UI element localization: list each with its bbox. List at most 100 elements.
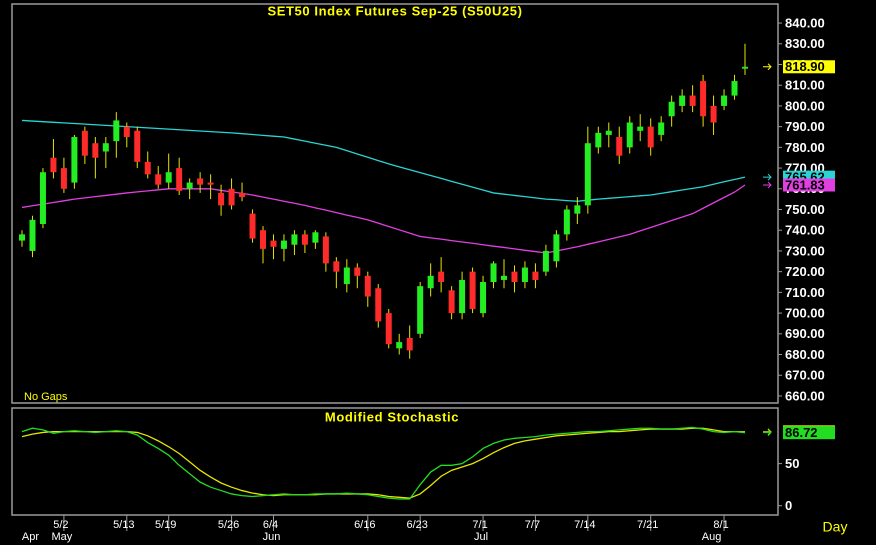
last-value-box xyxy=(783,178,835,192)
candle-body xyxy=(364,275,371,297)
candle-body xyxy=(542,250,549,272)
period-label: Day xyxy=(823,519,848,535)
candle-body xyxy=(532,271,539,280)
candle-body xyxy=(92,143,99,158)
note: No Gaps xyxy=(24,391,68,403)
candle-body xyxy=(333,261,340,272)
candle-body xyxy=(521,267,528,283)
price-panel xyxy=(11,3,779,404)
candle-body xyxy=(626,122,633,148)
line xyxy=(21,184,746,254)
x-tick-label: 6/23 xyxy=(406,519,427,531)
candle-body xyxy=(354,267,361,276)
candle-body xyxy=(385,313,392,345)
y-tick-label: 740.00 xyxy=(785,223,825,238)
candle-body xyxy=(480,282,487,314)
candle-body xyxy=(260,230,266,249)
candle-body xyxy=(60,168,67,189)
last-price-label: 818.90 xyxy=(785,59,825,74)
candle-body xyxy=(459,279,466,314)
candle-body xyxy=(427,275,434,289)
candle-body xyxy=(689,95,696,106)
candle-body xyxy=(396,342,403,349)
candle-body xyxy=(616,137,623,156)
candle-body xyxy=(417,286,424,334)
candle-body xyxy=(438,271,445,283)
panel-title: Modified Stochastic xyxy=(325,409,459,424)
stochastic-panel xyxy=(11,407,779,516)
candle-body xyxy=(700,81,707,117)
y-tick-label: 690.00 xyxy=(785,326,825,341)
y-tick-label: 780.00 xyxy=(785,140,825,155)
x-tick-label: 8/1 xyxy=(713,519,728,531)
candle-body xyxy=(29,219,36,251)
candle-body xyxy=(228,188,235,206)
candle-body xyxy=(71,137,78,183)
x-tick-label: 7/7 xyxy=(525,519,540,531)
candle-body xyxy=(81,130,88,156)
candle-body xyxy=(375,288,382,322)
candle-body xyxy=(563,209,570,235)
x-tick-label: 7/14 xyxy=(574,519,595,531)
candle-body xyxy=(501,275,507,280)
y-tick-label: 790.00 xyxy=(785,119,825,134)
candle-body xyxy=(165,172,172,183)
y-tick-label: 680.00 xyxy=(785,347,825,362)
candle-body xyxy=(679,95,686,106)
y-tick-label: 730.00 xyxy=(785,243,825,258)
candle-body xyxy=(197,178,204,185)
last-value-box xyxy=(783,426,835,440)
candle-body xyxy=(291,234,298,245)
candle-body xyxy=(605,130,612,135)
candle-body xyxy=(721,95,728,106)
month-label: Jul xyxy=(474,531,488,543)
candle-body xyxy=(595,132,602,148)
y-tick-label: 0 xyxy=(785,498,792,513)
candle-body xyxy=(658,122,665,135)
last-value-label: 761.83 xyxy=(785,177,825,192)
candle-body xyxy=(186,182,193,189)
line xyxy=(21,426,746,500)
x-tick-label: 6/16 xyxy=(354,519,375,531)
candle-body xyxy=(710,105,717,123)
x-tick-label: 5/26 xyxy=(218,519,239,531)
last-arrow xyxy=(763,173,772,181)
candle-body xyxy=(19,234,25,241)
x-tick-label: 7/1 xyxy=(472,519,487,531)
y-tick-label: 50 xyxy=(785,456,799,471)
x-tick-label: 5/2 xyxy=(53,519,68,531)
candle-body xyxy=(113,120,120,142)
candle-body xyxy=(207,182,214,185)
candle-body xyxy=(218,192,225,206)
candle-body xyxy=(322,236,329,264)
candle-body xyxy=(155,174,162,185)
chart-title: SET50 Index Futures Sep-25 (S50U25) xyxy=(267,3,522,18)
candle-body xyxy=(647,126,654,148)
last-value-label: 86.72 xyxy=(785,425,818,440)
last-price-box xyxy=(783,60,835,74)
candle-body xyxy=(731,81,738,96)
month-label: Apr xyxy=(22,531,39,543)
y-tick-label: 710.00 xyxy=(785,285,825,300)
month-label: May xyxy=(52,531,73,543)
y-tick-label: 830.00 xyxy=(785,36,825,51)
candle-body xyxy=(249,213,256,239)
last-arrow xyxy=(763,63,772,71)
x-tick-label: 5/19 xyxy=(155,519,176,531)
candle-body xyxy=(343,267,350,285)
x-tick-label: 5/13 xyxy=(113,519,134,531)
candle-body xyxy=(134,130,141,162)
line xyxy=(21,119,746,202)
candle-body xyxy=(742,66,748,69)
y-tick-label: 840.00 xyxy=(785,15,825,30)
x-tick-label: 6/4 xyxy=(263,519,278,531)
candle-body xyxy=(574,205,581,214)
month-label: Aug xyxy=(702,531,722,543)
candle-body xyxy=(406,337,413,351)
y-tick-label: 750.00 xyxy=(785,202,825,217)
candle-body xyxy=(270,240,277,247)
candle-body xyxy=(469,271,476,309)
candle-body xyxy=(553,234,560,262)
